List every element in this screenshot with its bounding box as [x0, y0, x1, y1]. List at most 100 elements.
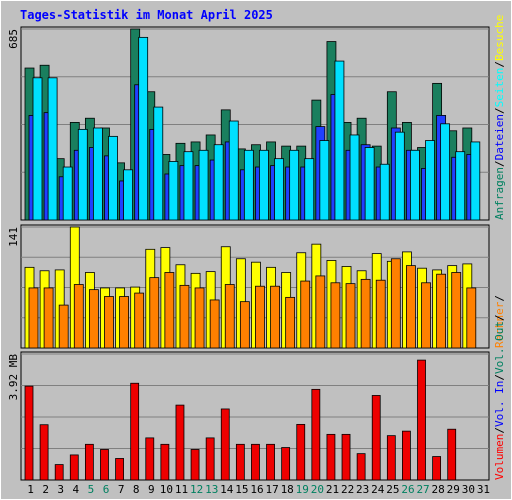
bar-seiten-day-13 — [213, 144, 224, 221]
legend-entry: Volumen — [493, 434, 506, 480]
bar-seiten-day-22 — [349, 134, 360, 221]
day-label-2: 2 — [42, 483, 49, 496]
bar-seiten-day-28 — [440, 123, 451, 221]
legend-entry: / — [493, 295, 506, 302]
bar-rechner-day-2 — [43, 287, 54, 349]
day-label-31: 31 — [477, 483, 490, 496]
day-label-19: 19 — [296, 483, 309, 496]
y-max-label: 141 — [7, 227, 20, 247]
day-labels: 1 2 3 4 5 6 7 8 9 10 11 12 13 14 15 16 17 18 19 20 21 22 23 24 2… — [27, 483, 490, 496]
legend-entry: / — [493, 160, 506, 167]
bar-seiten-day-2 — [47, 77, 58, 221]
bar-volumen-day-27 — [417, 359, 426, 481]
bar-volumen-day-29 — [447, 428, 457, 481]
bar-rechner-day-6 — [104, 296, 114, 349]
bar-rechner-day-17 — [270, 285, 280, 349]
bar-seiten-day-25 — [394, 131, 405, 221]
bar-seiten-day-4 — [77, 128, 88, 221]
day-label-12: 12 — [190, 483, 203, 496]
bar-volumen-day-2 — [39, 424, 49, 481]
bar-volumen-day-23 — [356, 453, 366, 481]
bar-seiten-day-9 — [153, 106, 164, 221]
y-max-label: 685 — [7, 29, 20, 49]
bar-volumen-day-1 — [24, 385, 34, 481]
panel-visits: 141 Rechner/ — [7, 224, 506, 349]
day-label-20: 20 — [311, 483, 324, 496]
bar-volumen-day-25 — [386, 435, 396, 481]
day-label-3: 3 — [57, 483, 64, 496]
bar-rechner-day-1 — [28, 287, 39, 349]
day-label-21: 21 — [326, 483, 339, 496]
bar-volumen-day-4 — [69, 454, 79, 481]
bar-rechner-day-25 — [390, 258, 401, 349]
day-label-13: 13 — [205, 483, 218, 496]
bar-volumen-day-15 — [235, 443, 245, 481]
y-max-label: 3.92 MB — [7, 354, 20, 401]
bar-rechner-day-26 — [406, 265, 416, 349]
bar-volumen-day-5 — [84, 443, 94, 481]
day-label-6: 6 — [103, 483, 110, 496]
day-label-17: 17 — [265, 483, 278, 496]
bar-volumen-day-12 — [190, 449, 200, 481]
bar-seiten-day-18 — [289, 149, 300, 221]
legend-entry: / — [493, 61, 506, 68]
bar-rechner-day-9 — [149, 277, 160, 349]
day-label-11: 11 — [175, 483, 188, 496]
day-label-7: 7 — [118, 483, 125, 496]
bar-rechner-day-21 — [330, 282, 341, 349]
day-label-30: 30 — [462, 483, 475, 496]
legend-entry: Vol. Out — [493, 321, 506, 374]
bar-rechner-day-3 — [58, 304, 69, 349]
bar-rechner-day-23 — [360, 278, 371, 349]
bar-seiten-day-1 — [32, 77, 43, 221]
bar-seiten-day-15 — [243, 149, 254, 221]
bar-rechner-day-8 — [134, 292, 145, 349]
bar-rechner-day-18 — [285, 296, 296, 349]
bar-volumen-day-10 — [160, 443, 170, 481]
bar-seiten-day-30 — [470, 141, 481, 221]
bar-volumen-day-24 — [371, 395, 381, 481]
day-label-4: 4 — [73, 483, 80, 496]
day-label-23: 23 — [356, 483, 369, 496]
day-label-5: 5 — [88, 483, 95, 496]
bar-rechner-day-16 — [255, 285, 265, 349]
bar-seiten-day-6 — [108, 135, 118, 221]
legend-entry: Dateien — [493, 114, 506, 160]
bar-volumen-day-6 — [100, 449, 109, 481]
legend-entry: Vol. In — [493, 381, 506, 427]
panels: 685Anfragen/Dateien/Seiten/Besuche141Rec… — [7, 15, 506, 481]
bar-rechner-day-11 — [179, 284, 190, 349]
bar-rechner-day-12 — [194, 287, 205, 349]
legend-visits: Rechner/ — [493, 295, 506, 348]
day-label-29: 29 — [447, 483, 460, 496]
day-label-16: 16 — [250, 483, 263, 496]
bar-rechner-day-13 — [209, 299, 220, 349]
bar-volumen-day-19 — [296, 423, 306, 481]
legend-volume: Volumen/Vol. In/Vol. Out/ — [493, 314, 506, 480]
day-label-15: 15 — [235, 483, 248, 496]
bar-seiten-day-21 — [334, 60, 345, 221]
legend-entry: Besuche — [493, 15, 506, 61]
bar-seiten-day-24 — [379, 163, 390, 221]
day-label-10: 10 — [160, 483, 173, 496]
bar-rechner-day-19 — [300, 280, 311, 349]
bar-volumen-day-8 — [130, 382, 140, 481]
bar-rechner-day-29 — [451, 272, 462, 349]
bar-rechner-day-15 — [239, 301, 250, 349]
legend-entry: / — [493, 107, 506, 114]
bar-rechner-day-30 — [466, 287, 477, 349]
day-label-28: 28 — [432, 483, 445, 496]
bar-volumen-day-14 — [220, 408, 230, 481]
day-label-25: 25 — [386, 483, 399, 496]
day-label-8: 8 — [133, 483, 140, 496]
day-label-27: 27 — [416, 483, 429, 496]
day-label-14: 14 — [220, 483, 234, 496]
legend-entry: / — [493, 314, 506, 321]
bar-seiten-day-16 — [259, 149, 269, 221]
bar-seiten-day-20 — [319, 140, 330, 221]
bar-volumen-day-26 — [402, 430, 411, 481]
legend-entry: Anfragen — [493, 167, 506, 220]
